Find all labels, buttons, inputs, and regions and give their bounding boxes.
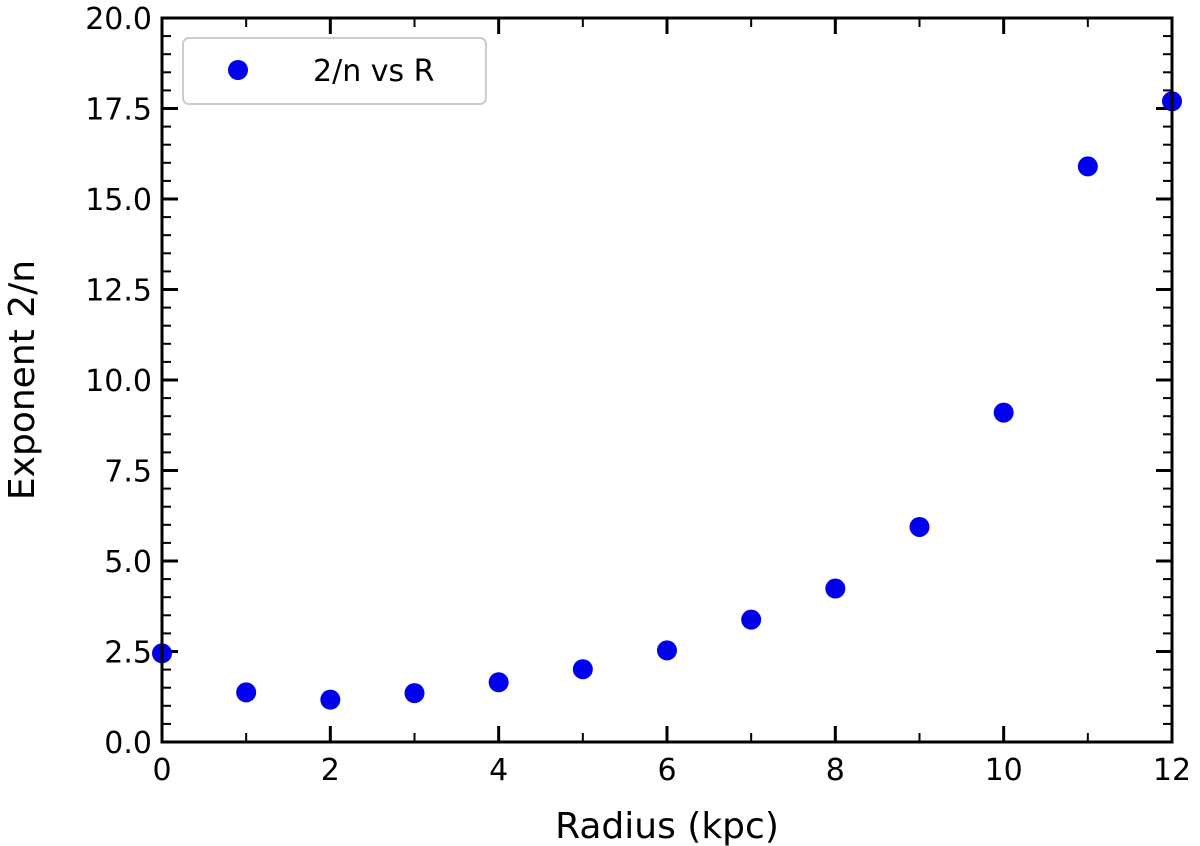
x-axis-label: Radius (kpc) — [555, 806, 779, 846]
y-tick-label: 7.5 — [104, 455, 152, 490]
data-point — [825, 578, 846, 599]
x-tick-label: 10 — [985, 753, 1023, 788]
data-point — [404, 683, 425, 704]
legend-marker — [228, 60, 248, 80]
data-point — [236, 682, 257, 703]
tick-labels: 0 2 4 6 8 10 12 0.0 2.5 5.0 7.5 10.0 12.5 15.0 17.5 20.… — [85, 2, 1191, 788]
data-point — [320, 689, 341, 710]
y-tick-label: 17.5 — [85, 93, 152, 128]
data-point — [993, 402, 1014, 423]
legend-entry: 2/n vs R — [313, 54, 435, 89]
y-axis-label: Exponent 2/n — [2, 260, 43, 500]
legend: 2/n vs R — [182, 37, 487, 105]
y-tick-label: 5.0 — [104, 545, 152, 580]
plot-frame — [160, 16, 1174, 744]
x-tick-label: 6 — [657, 753, 676, 788]
y-tick-label: 15.0 — [85, 183, 152, 218]
x-tick-label: 8 — [826, 753, 845, 788]
x-tick-label: 4 — [489, 753, 508, 788]
x-tick-label: 12 — [1153, 753, 1191, 788]
axis-ticks — [160, 16, 1174, 744]
y-tick-label: 10.0 — [85, 364, 152, 399]
data-points — [152, 91, 1182, 710]
data-point — [657, 640, 677, 661]
data-point — [488, 672, 509, 693]
data-point — [909, 516, 930, 537]
legend-box — [182, 37, 487, 105]
y-tick-label: 2.5 — [104, 636, 152, 671]
y-tick-label: 20.0 — [85, 2, 152, 37]
data-point — [1077, 156, 1098, 177]
data-point — [572, 659, 593, 680]
y-tick-label: 0.0 — [104, 726, 152, 761]
x-tick-label: 0 — [152, 753, 171, 788]
y-tick-label: 12.5 — [85, 274, 152, 309]
x-tick-label: 2 — [321, 753, 340, 788]
data-point — [741, 609, 762, 630]
